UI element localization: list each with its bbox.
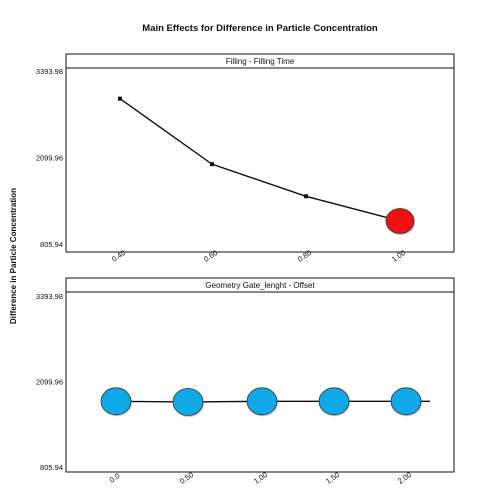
panel-1-y-axis: 3393.98 2099.96 805.94 <box>36 67 63 249</box>
panel-gate-offset: Geometry Gate_lenght - Offset 3393.98 209… <box>36 277 455 486</box>
data-marker <box>172 388 204 416</box>
data-marker <box>100 387 132 416</box>
panel-2-title: Geometry Gate_lenght - Offset <box>205 281 315 290</box>
y-tick-label: 2099.96 <box>36 378 63 387</box>
panel-1-title: Filling - Filling Time <box>226 57 295 66</box>
series-line <box>119 98 401 222</box>
y-tick-label: 2099.96 <box>36 154 63 163</box>
panel-1-series <box>118 96 415 236</box>
y-tick-label: 3393.98 <box>36 292 63 301</box>
y-tick-label: 805.94 <box>40 240 63 249</box>
highlight-marker <box>385 208 415 234</box>
x-tick-label: 0.0 <box>108 471 122 484</box>
y-axis-label: Difference in Particle Concentration <box>9 188 18 324</box>
data-marker <box>390 387 422 416</box>
data-marker <box>246 387 278 416</box>
data-marker <box>304 194 308 199</box>
y-tick-label: 805.94 <box>40 463 63 472</box>
panel-2-plot-area <box>65 291 455 473</box>
panel-filling-time: Filling - Filling Time 3393.98 2099.96 805… <box>36 53 455 264</box>
y-tick-label: 3393.98 <box>36 67 63 76</box>
panel-2-y-axis: 3393.98 2099.96 805.94 <box>36 292 63 472</box>
data-marker <box>210 162 214 167</box>
panel-2-series <box>100 387 430 417</box>
data-marker <box>318 387 350 416</box>
data-marker <box>118 96 122 101</box>
chart-title: Main Effects for Difference in Particle … <box>142 23 378 34</box>
